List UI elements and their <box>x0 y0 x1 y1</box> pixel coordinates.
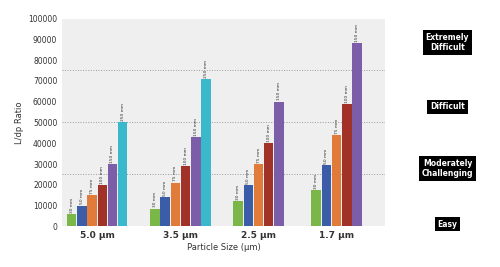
Text: 30 mm: 30 mm <box>236 185 240 200</box>
Text: 50 mm: 50 mm <box>246 168 250 183</box>
Text: 50 mm: 50 mm <box>163 181 167 196</box>
Bar <box>98 185 107 226</box>
Text: 30 mm: 30 mm <box>314 174 318 189</box>
Bar <box>254 164 264 226</box>
Text: 100 mm: 100 mm <box>184 147 188 165</box>
X-axis label: Particle Size (μm): Particle Size (μm) <box>186 243 260 252</box>
Text: 30 mm: 30 mm <box>70 198 73 213</box>
Bar <box>234 201 243 226</box>
Text: 75 mm: 75 mm <box>256 147 260 163</box>
Text: 250 mm: 250 mm <box>204 60 208 77</box>
Text: 75 mm: 75 mm <box>90 179 94 194</box>
Text: 100 mm: 100 mm <box>345 85 349 103</box>
Bar <box>150 209 160 226</box>
Bar <box>77 206 86 226</box>
Text: 150 mm: 150 mm <box>110 145 114 163</box>
Bar <box>170 183 180 226</box>
Bar <box>181 166 190 226</box>
Bar <box>352 44 362 226</box>
Text: Moderately
Challenging: Moderately Challenging <box>422 159 473 178</box>
Bar <box>274 102 283 226</box>
Bar <box>160 197 170 226</box>
Text: 150 mm: 150 mm <box>277 83 281 100</box>
Text: 30 mm: 30 mm <box>153 192 157 207</box>
Text: 250 mm: 250 mm <box>120 103 124 121</box>
Text: 150 mm: 150 mm <box>355 24 359 42</box>
Text: 50 mm: 50 mm <box>324 148 328 164</box>
Text: Difficult: Difficult <box>430 102 465 111</box>
Bar <box>322 165 331 226</box>
Bar <box>88 195 96 226</box>
Text: 75 mm: 75 mm <box>174 166 178 182</box>
Text: 150 mm: 150 mm <box>194 118 198 136</box>
Y-axis label: L/dp Ratio: L/dp Ratio <box>15 101 24 144</box>
Bar <box>264 143 274 226</box>
Bar <box>191 137 200 226</box>
Bar <box>342 104 351 226</box>
Text: 50 mm: 50 mm <box>80 189 84 204</box>
Bar <box>67 214 76 226</box>
Bar <box>332 135 342 226</box>
Bar <box>312 190 321 226</box>
Bar <box>118 123 128 226</box>
Bar <box>202 79 211 226</box>
Text: Extremely
Difficult: Extremely Difficult <box>426 33 469 52</box>
Bar <box>108 164 117 226</box>
Text: Easy: Easy <box>438 220 458 229</box>
Text: 100 mm: 100 mm <box>100 166 104 183</box>
Bar <box>244 185 253 226</box>
Text: 75 mm: 75 mm <box>334 118 338 134</box>
Text: 100 mm: 100 mm <box>267 124 271 142</box>
